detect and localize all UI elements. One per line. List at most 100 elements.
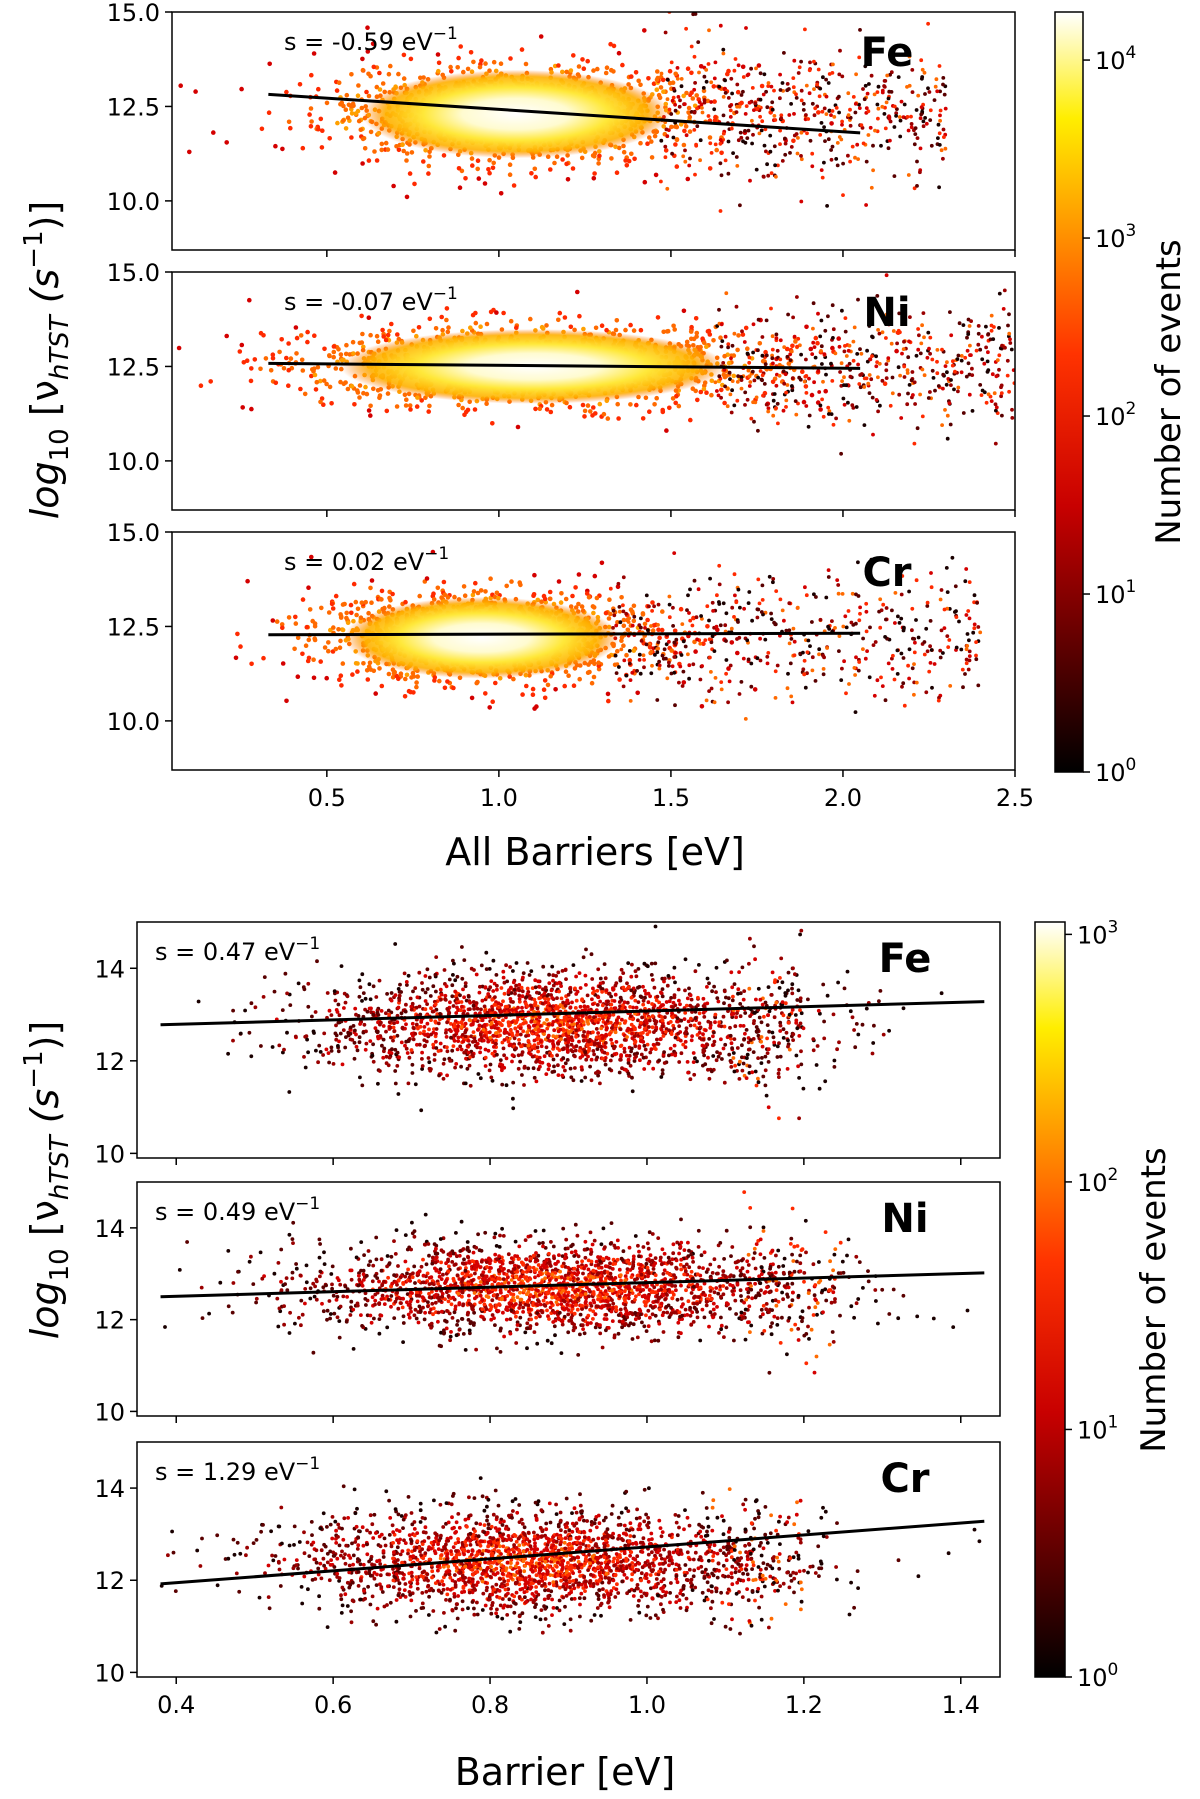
point: [986, 368, 991, 372]
point: [427, 316, 433, 322]
point: [974, 348, 979, 353]
point: [507, 162, 513, 167]
point: [818, 133, 823, 137]
point: [763, 127, 768, 132]
point: [854, 72, 858, 77]
point: [658, 85, 664, 90]
point: [511, 183, 517, 188]
point: [564, 161, 569, 167]
point: [995, 358, 1000, 362]
point: [890, 391, 895, 396]
point: [864, 376, 869, 381]
point: [462, 412, 467, 418]
point: [735, 380, 740, 384]
point: [594, 595, 600, 601]
point: [726, 96, 731, 100]
point: [761, 175, 766, 179]
point: [735, 82, 740, 87]
point: [719, 344, 724, 349]
point: [365, 677, 371, 682]
point: [889, 341, 894, 346]
point: [726, 171, 731, 176]
point: [401, 148, 407, 154]
point: [652, 402, 657, 407]
point: [589, 680, 595, 686]
point: [778, 96, 782, 101]
point: [299, 357, 305, 363]
point: [949, 383, 953, 387]
point: [840, 122, 844, 127]
point: [861, 141, 866, 146]
point: [772, 392, 777, 396]
point: [491, 59, 497, 65]
point: [350, 101, 356, 107]
point: [933, 84, 938, 89]
point: [548, 409, 554, 415]
point: [286, 119, 292, 125]
point: [655, 69, 660, 74]
point: [445, 679, 450, 684]
point: [855, 352, 860, 356]
point: [279, 337, 285, 342]
point: [821, 414, 826, 419]
point: [678, 122, 684, 127]
point: [840, 379, 844, 383]
point: [582, 414, 587, 419]
point: [953, 369, 957, 374]
point: [389, 321, 394, 327]
point: [311, 51, 317, 56]
point: [576, 601, 581, 607]
y-tick-label: 12.5: [107, 93, 160, 121]
point: [912, 441, 917, 446]
point: [859, 351, 864, 356]
point: [739, 100, 744, 106]
point: [959, 370, 964, 375]
point: [913, 126, 918, 130]
point: [1008, 341, 1013, 345]
point: [1002, 288, 1007, 293]
point: [744, 26, 748, 30]
point: [808, 138, 813, 143]
point: [997, 353, 1002, 358]
point: [295, 674, 301, 679]
point: [884, 336, 888, 340]
point: [803, 27, 807, 32]
point: [894, 114, 898, 118]
point: [659, 138, 664, 143]
point: [544, 323, 549, 328]
point: [663, 144, 668, 149]
point: [650, 628, 656, 633]
point: [920, 367, 925, 372]
point: [320, 128, 325, 133]
point: [902, 102, 907, 107]
point: [943, 364, 948, 368]
point: [920, 414, 925, 419]
point: [529, 171, 534, 176]
point: [673, 71, 678, 77]
point: [597, 401, 603, 407]
point: [990, 372, 995, 377]
point: [926, 86, 930, 91]
point: [830, 109, 835, 113]
point: [796, 336, 801, 341]
point: [706, 328, 712, 334]
point: [475, 166, 481, 172]
point: [778, 142, 782, 147]
point: [353, 111, 359, 116]
point: [408, 689, 414, 695]
point: [924, 121, 929, 126]
point: [277, 349, 282, 355]
point: [669, 648, 674, 653]
point: [324, 381, 329, 387]
point: [667, 68, 673, 74]
point: [909, 114, 913, 119]
point: [675, 76, 680, 81]
point: [471, 59, 476, 65]
point: [568, 68, 574, 73]
point: [875, 360, 879, 364]
point: [563, 669, 569, 674]
point: [754, 395, 759, 400]
point: [592, 573, 598, 579]
point: [933, 388, 937, 393]
